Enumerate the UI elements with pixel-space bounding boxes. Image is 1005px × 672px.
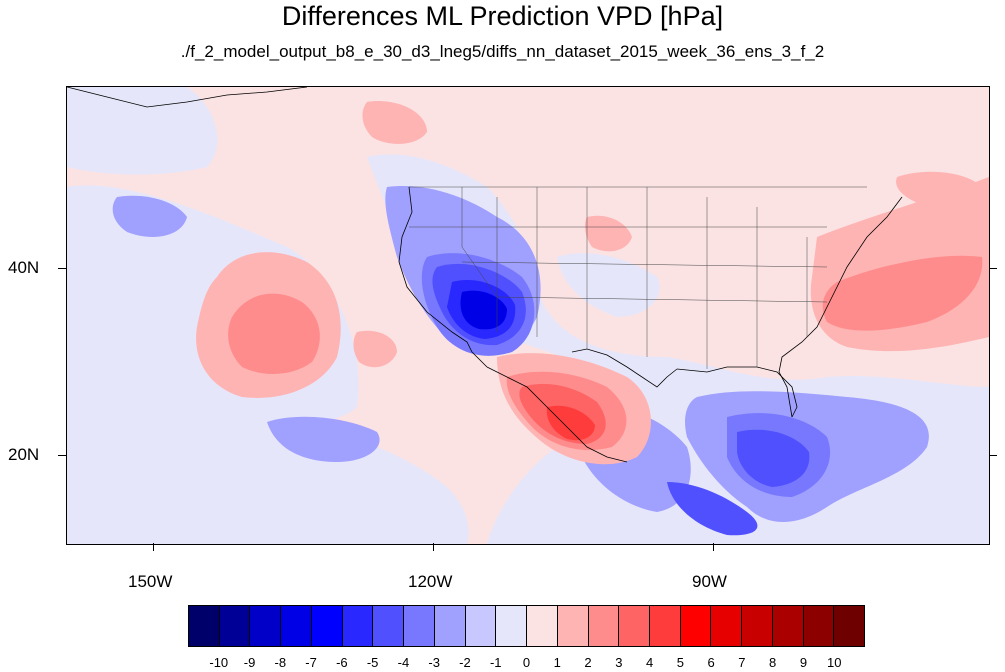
colorbar <box>188 605 865 647</box>
colorbar-swatch <box>557 606 589 646</box>
pos-5-regions <box>546 405 595 441</box>
state-borders <box>409 186 867 369</box>
lat-tick-20n-left <box>58 455 66 456</box>
colorbar-swatch <box>434 606 466 646</box>
colorbar-label: 6 <box>707 655 715 670</box>
colorbar-label: 5 <box>676 655 684 670</box>
lat-label-20n: 20N <box>8 445 40 464</box>
colorbar-label: 4 <box>645 655 654 670</box>
colorbar-label: -8 <box>274 655 287 670</box>
colorbar-label: 1 <box>553 655 561 670</box>
colorbar-label: 9 <box>799 655 808 670</box>
colorbar-swatch <box>742 606 773 646</box>
colorbar-swatch <box>588 606 620 646</box>
lon-tick-150w <box>153 543 154 551</box>
colorbar-label: 2 <box>584 655 592 670</box>
colorbar-swatch <box>711 606 743 646</box>
lat-label-40n: 40N <box>8 258 40 277</box>
lon-label-90w: 90W <box>692 572 727 591</box>
colorbar-swatch <box>772 606 804 646</box>
colorbar-swatch <box>189 606 220 646</box>
lon-tick-90w <box>713 543 714 551</box>
colorbar-swatch <box>619 606 651 646</box>
colorbar-label: -3 <box>428 655 440 670</box>
colorbar-label: -4 <box>397 655 410 670</box>
lon-label-120w: 120W <box>408 572 453 591</box>
colorbar-label: -5 <box>366 655 379 670</box>
map-panel <box>66 86 990 545</box>
colorbar-swatch <box>496 606 528 646</box>
neg-6-regions <box>460 290 507 330</box>
lon-tick-120w <box>433 543 434 551</box>
colorbar-label: -6 <box>336 655 348 670</box>
colorbar-swatch <box>650 606 681 646</box>
colorbar-swatch <box>311 606 343 646</box>
colorbar-swatch <box>680 606 712 646</box>
colorbar-label: -1 <box>489 655 502 670</box>
colorbar-swatch <box>404 606 435 646</box>
colorbar-label: -9 <box>243 655 256 670</box>
colorbar-swatch <box>342 606 374 646</box>
colorbar-label: 0 <box>522 655 531 670</box>
colorbar-swatch <box>527 606 558 646</box>
coastlines <box>67 87 903 463</box>
colorbar-swatch <box>281 606 312 646</box>
colorbar-label: -7 <box>305 655 317 670</box>
vpd-difference-map <box>67 87 989 544</box>
colorbar-label: -2 <box>459 655 471 670</box>
colorbar-swatch <box>803 606 835 646</box>
colorbar-swatch <box>219 606 251 646</box>
colorbar-swatch <box>465 606 497 646</box>
colorbar-label: 7 <box>738 655 746 670</box>
plot-subtitle: ./f_2_model_output_b8_e_30_d3_lneg5/diff… <box>180 42 825 61</box>
lat-tick-40n-left <box>58 268 66 269</box>
lat-tick-40n-right <box>989 268 997 269</box>
plot-title: Differences ML Prediction VPD [hPa] <box>281 1 724 31</box>
colorbar-swatch <box>834 606 865 646</box>
colorbar-swatch <box>373 606 405 646</box>
colorbar-label: 3 <box>615 655 623 670</box>
lon-label-150w: 150W <box>128 572 173 591</box>
colorbar-swatch <box>250 606 282 646</box>
colorbar-label: -10 <box>209 655 229 670</box>
colorbar-label: 10 <box>826 655 842 670</box>
colorbar-label: 8 <box>769 655 777 670</box>
lat-tick-20n-right <box>989 455 997 456</box>
